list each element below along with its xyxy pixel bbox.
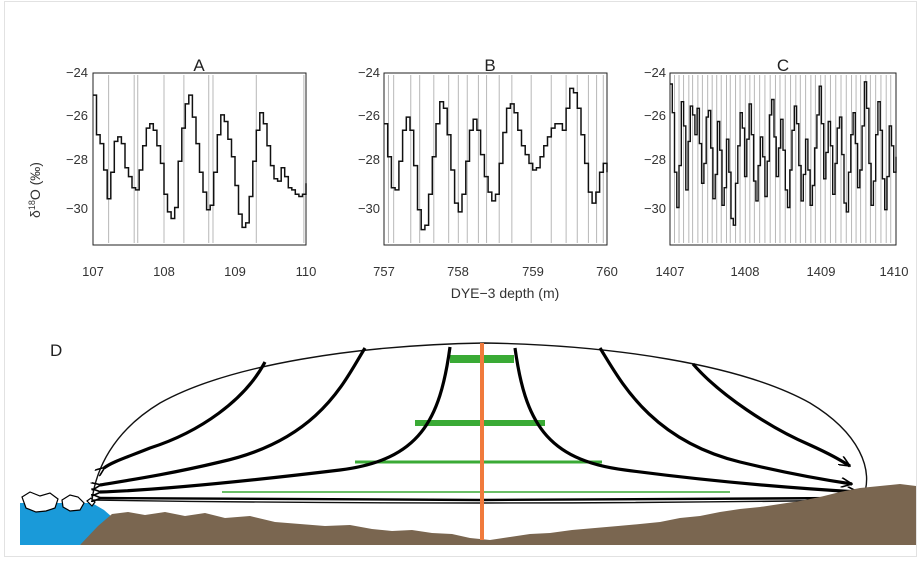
y-axis-label: δ18O (‰) [27, 162, 43, 218]
panel-a-layer-marks [108, 75, 305, 243]
panel-a-x-tick-2: 108 [153, 264, 175, 279]
panel-c-layer-marks [674, 75, 892, 243]
panel-c: C −24 −26 −28 −30 1407 1408 1409 1410 [644, 56, 909, 279]
y-axis-label-superscript: 18 [27, 200, 37, 210]
panel-a-y-tick-1: −24 [66, 65, 88, 80]
panel-a-y-tick-4: −30 [66, 201, 88, 216]
panel-c-y-tick-3: −28 [644, 152, 666, 167]
panel-b-y-tick-2: −26 [358, 108, 380, 123]
bedrock [80, 484, 916, 545]
panel-b-x-tick-1: 757 [373, 264, 395, 279]
panel-b-d18o-line [384, 87, 608, 231]
figure-frame [4, 1, 917, 557]
panel-b-x-tick-3: 759 [522, 264, 544, 279]
panel-c-x-tick-1: 1407 [656, 264, 685, 279]
flow-line [100, 347, 367, 485]
panel-a-d18o-line [93, 94, 307, 229]
panel-a-x-tick-3: 109 [224, 264, 246, 279]
sea-ice-floe [61, 494, 85, 512]
panel-c-x-tick-2: 1408 [731, 264, 760, 279]
x-axis-label: DYE−3 depth (m) [451, 285, 560, 301]
panel-c-d18o-line [670, 81, 897, 226]
panel-b-x-tick-4: 760 [596, 264, 618, 279]
flow-line [513, 347, 858, 492]
panel-a-x-tick-1: 107 [82, 264, 104, 279]
flow-line [100, 498, 481, 500]
ocean [20, 503, 112, 545]
panel-c-title: C [777, 56, 789, 75]
panel-b-layer-marks [387, 75, 604, 243]
panel-c-x-tick-4: 1410 [880, 264, 909, 279]
panel-b-y-tick-1: −24 [358, 65, 380, 80]
panel-b-title: B [484, 56, 495, 75]
y-axis-label-main: δ [27, 210, 43, 218]
panel-a-axes-box [92, 72, 307, 246]
panel-a: A −24 −26 −28 −30 107 108 109 110 [66, 56, 316, 279]
panel-b-y-tick-3: −28 [358, 152, 380, 167]
flow-line [104, 361, 267, 468]
y-axis-label-tail: O (‰) [27, 162, 43, 200]
panel-a-x-tick-4: 110 [296, 264, 317, 279]
panel-b-y-tick-4: −30 [358, 201, 380, 216]
panel-a-title: A [193, 56, 205, 75]
panel-b-x-tick-2: 758 [447, 264, 469, 279]
panel-a-y-tick-3: −28 [66, 152, 88, 167]
panel-c-y-tick-2: −26 [644, 108, 666, 123]
flow-line [598, 347, 852, 484]
flow-line [479, 498, 856, 500]
panel-c-x-tick-3: 1409 [807, 264, 836, 279]
panel-d: D [20, 341, 916, 545]
panel-a-y-tick-2: −26 [66, 108, 88, 123]
flow-line [100, 346, 452, 492]
sea-ice-floe [21, 491, 59, 513]
flow-line [691, 362, 850, 468]
panel-d-label: D [50, 341, 62, 360]
panel-c-y-tick-4: −30 [644, 201, 666, 216]
panel-b-axes-box [383, 72, 608, 246]
panel-b: B −24 −26 −28 −30 757 758 759 760 [358, 56, 618, 279]
panel-c-y-tick-1: −24 [644, 65, 666, 80]
